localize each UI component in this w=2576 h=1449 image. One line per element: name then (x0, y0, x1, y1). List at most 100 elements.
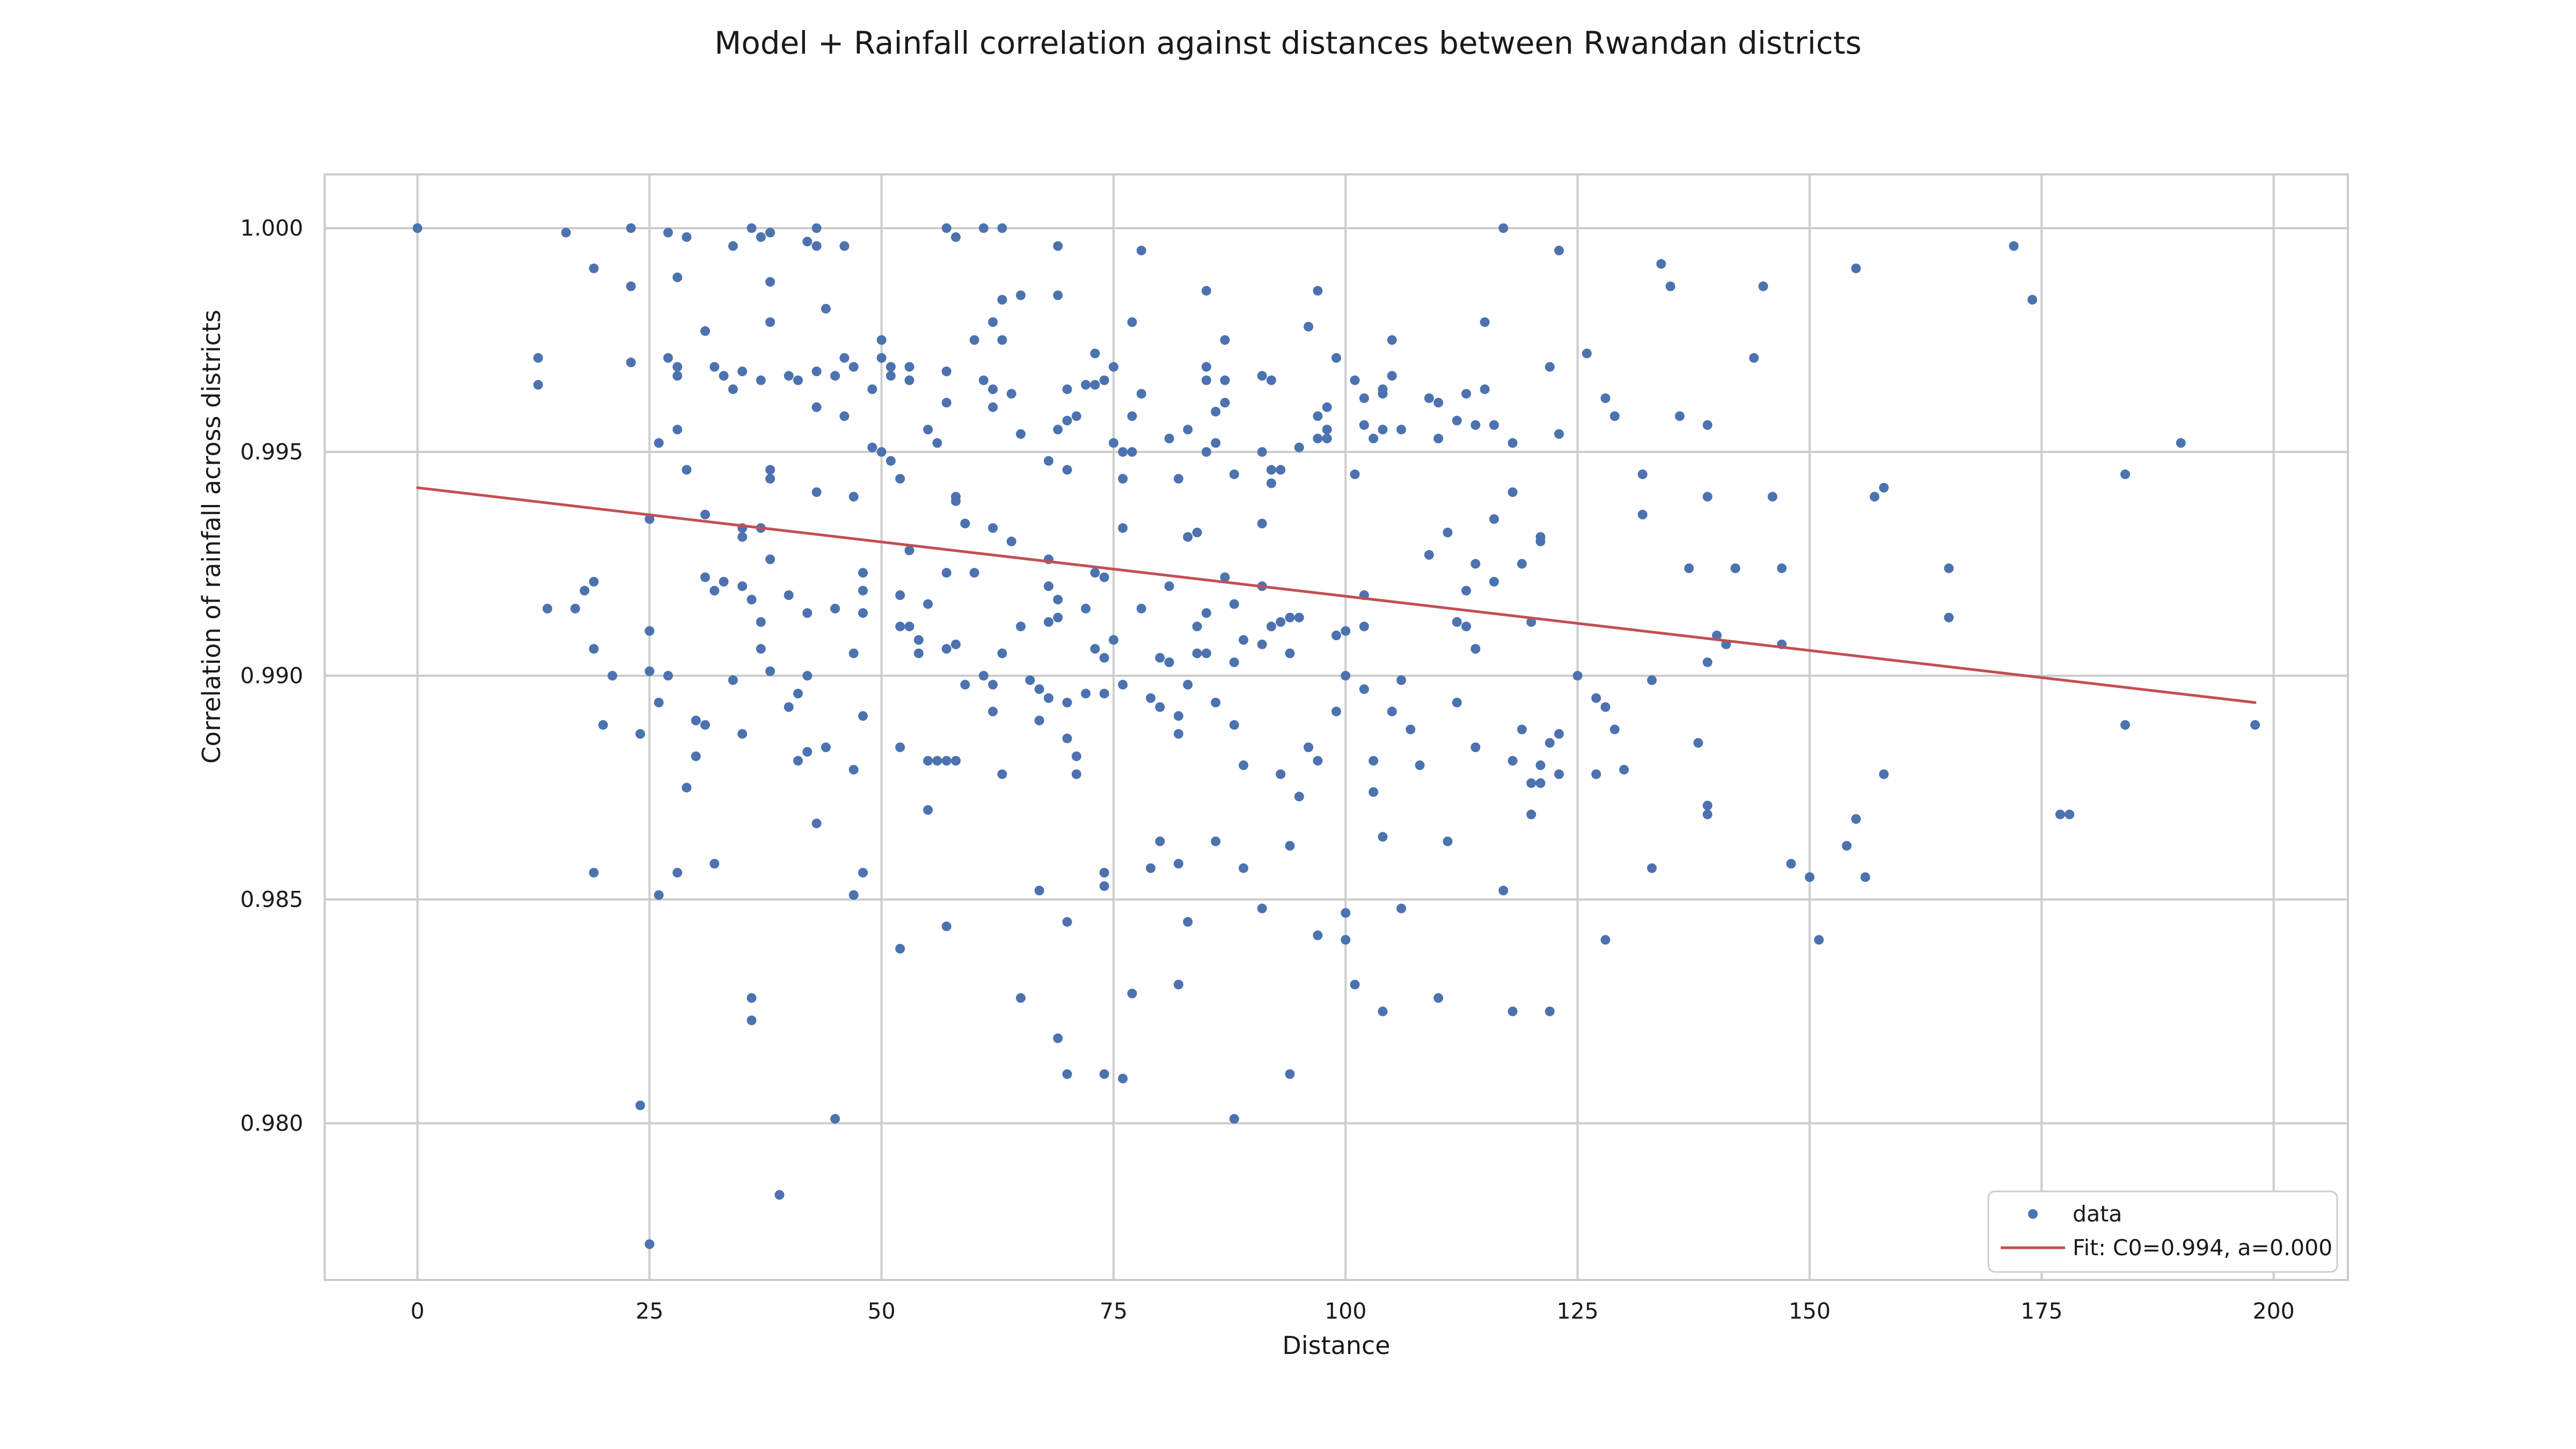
data-point (1285, 648, 1295, 658)
data-point (1619, 765, 1629, 775)
data-point (1099, 572, 1109, 582)
data-point (1767, 492, 1777, 502)
data-point (1053, 1033, 1063, 1043)
data-point (1526, 809, 1536, 819)
data-point (784, 590, 794, 600)
data-point (412, 223, 422, 233)
data-point (1684, 563, 1694, 573)
data-point (1387, 371, 1397, 381)
data-point (1266, 465, 1276, 475)
x-tick-label: 100 (1324, 1298, 1366, 1324)
data-point (802, 608, 813, 618)
data-point (1239, 863, 1249, 873)
data-point (1174, 979, 1183, 990)
data-point (1136, 245, 1146, 255)
data-point (1313, 434, 1323, 444)
data-point (1461, 389, 1472, 399)
data-point (1211, 698, 1221, 708)
data-point (561, 228, 571, 238)
data-point (1470, 420, 1481, 430)
data-point (1452, 415, 1462, 426)
data-point (737, 729, 748, 739)
data-point (1879, 769, 1889, 779)
data-point (1702, 492, 1713, 502)
data-point (1452, 617, 1462, 627)
data-point (1350, 469, 1360, 479)
data-point (1062, 415, 1072, 426)
data-point (1461, 586, 1472, 596)
data-point (811, 818, 822, 829)
data-point (1489, 514, 1499, 524)
data-point (1600, 393, 1611, 403)
data-point (1220, 572, 1230, 582)
data-point (885, 362, 896, 372)
data-point (1944, 612, 1954, 623)
data-point (1331, 631, 1341, 640)
data-point (793, 375, 803, 385)
data-point (1062, 917, 1072, 927)
data-point (811, 367, 822, 376)
data-point (1164, 657, 1174, 668)
data-point (1535, 760, 1546, 770)
data-point (923, 425, 933, 435)
data-point (951, 496, 961, 506)
data-point (645, 514, 655, 524)
data-point (1637, 509, 1648, 519)
data-point (1879, 482, 1889, 493)
data-point (1099, 1069, 1109, 1079)
data-point (1693, 738, 1703, 748)
data-point (682, 232, 692, 242)
data-point (663, 353, 673, 363)
data-point (1164, 434, 1174, 444)
data-point (913, 635, 924, 645)
data-point (626, 281, 636, 291)
data-point (821, 304, 831, 314)
data-point (997, 335, 1007, 345)
data-point (969, 335, 979, 345)
data-point (802, 747, 813, 757)
data-point (1378, 1006, 1388, 1016)
data-point (1220, 335, 1230, 345)
data-point (1545, 738, 1555, 748)
data-point (2055, 809, 2065, 819)
data-point (1257, 371, 1267, 381)
data-point (1498, 223, 1509, 233)
data-point (904, 362, 914, 372)
data-point (2120, 469, 2130, 479)
data-point (867, 384, 877, 394)
data-point (1498, 885, 1509, 896)
data-point (747, 595, 757, 605)
x-tick-labels: 0 25 50 75 100 125 150 175 200 (411, 1298, 2295, 1324)
data-point (747, 993, 757, 1003)
data-point (1164, 581, 1174, 591)
data-point (1016, 621, 1026, 632)
data-point (1062, 698, 1072, 708)
data-point (2120, 720, 2130, 730)
data-point (709, 362, 720, 372)
data-point (691, 715, 701, 726)
data-point (1842, 841, 1852, 851)
data-point (1600, 935, 1611, 945)
data-point (1396, 903, 1407, 913)
data-point (1424, 550, 1434, 560)
data-point (1637, 469, 1648, 479)
data-point (691, 751, 701, 762)
grid (325, 174, 2348, 1280)
data-point (1647, 675, 1657, 685)
data-point (570, 604, 580, 613)
data-point (672, 362, 683, 372)
y-axis-label: Correlation of rainfall across districts (197, 310, 226, 764)
data-point (1433, 398, 1444, 408)
data-point (997, 648, 1007, 658)
data-point (1220, 375, 1230, 385)
data-point (1489, 576, 1499, 587)
data-point (1814, 935, 1824, 945)
data-point (1870, 492, 1879, 502)
data-point (774, 1190, 785, 1200)
data-point (904, 621, 914, 632)
data-point (1378, 384, 1388, 394)
data-point (654, 438, 664, 448)
data-point (737, 532, 748, 542)
data-point (1053, 425, 1063, 435)
